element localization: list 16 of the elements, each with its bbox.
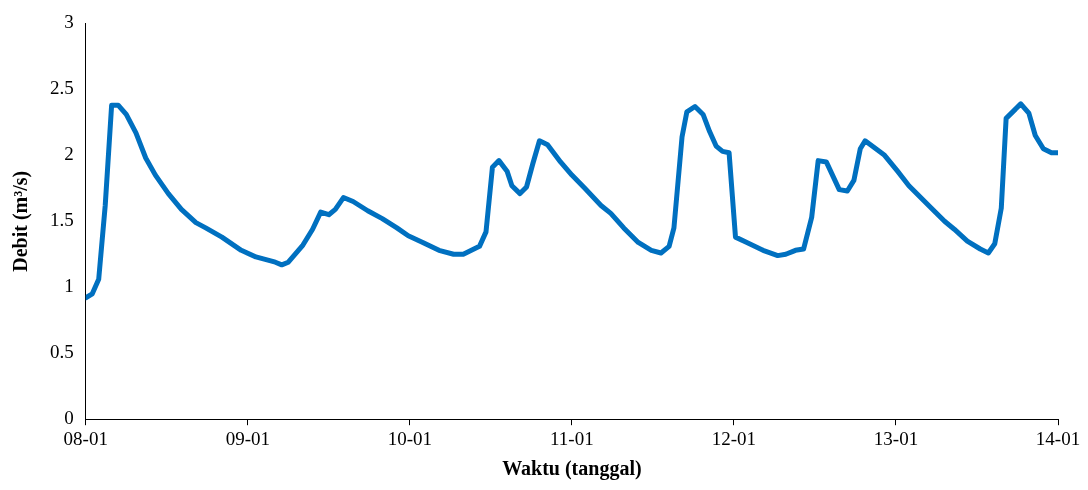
y-tick-label: 1	[64, 275, 74, 297]
x-tick-label: 11-01	[550, 427, 594, 449]
x-tick-label: 09-01	[225, 427, 270, 449]
x-axis-title: Waktu (tanggal)	[502, 457, 642, 481]
y-tick-label: 0	[64, 407, 74, 429]
x-tick-label: 10-01	[387, 427, 432, 449]
x-tick-label: 13-01	[873, 427, 919, 449]
y-tick-label: 0.5	[50, 341, 74, 363]
x-tick-label: 12-01	[711, 427, 757, 449]
y-tick-label: 2.5	[50, 77, 74, 99]
y-tick-label: 3	[64, 11, 74, 33]
y-tick-label: 2	[64, 143, 74, 165]
x-tick-label: 08-01	[63, 427, 108, 449]
y-axis-title: Debit (m³/s)	[9, 170, 33, 272]
x-tick-label: 14-01	[1035, 427, 1081, 449]
y-tick-label: 1.5	[50, 209, 74, 231]
